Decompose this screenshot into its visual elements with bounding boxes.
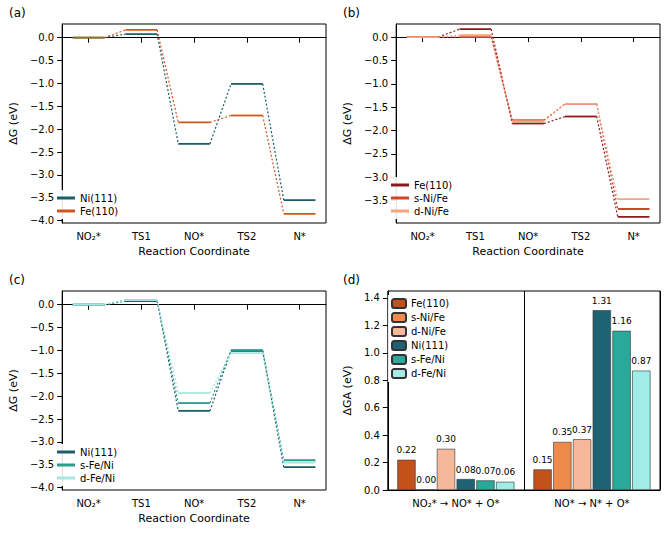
svg-text:N*: N* xyxy=(293,498,305,509)
svg-text:0.0: 0.0 xyxy=(38,299,54,310)
svg-text:TS2: TS2 xyxy=(570,231,590,242)
svg-text:−2.0: −2.0 xyxy=(30,124,54,135)
svg-text:0.0: 0.0 xyxy=(372,32,388,43)
svg-text:s-Ni/Fe: s-Ni/Fe xyxy=(414,193,448,204)
svg-text:TS2: TS2 xyxy=(236,498,256,509)
svg-text:0.07: 0.07 xyxy=(475,466,495,476)
svg-text:−1.5: −1.5 xyxy=(30,101,54,112)
svg-text:TS1: TS1 xyxy=(131,231,151,242)
svg-text:NO₂* → NO* + O*: NO₂* → NO* + O* xyxy=(412,498,499,509)
svg-text:0.30: 0.30 xyxy=(436,434,456,444)
svg-text:−3.5: −3.5 xyxy=(30,192,54,203)
svg-text:0.35: 0.35 xyxy=(552,427,572,437)
svg-text:s-Fe/Ni: s-Fe/Ni xyxy=(411,354,445,365)
svg-text:0.6: 0.6 xyxy=(364,402,380,413)
svg-text:TS1: TS1 xyxy=(131,498,151,509)
svg-text:0.37: 0.37 xyxy=(572,425,592,435)
svg-text:Reaction Coordinate: Reaction Coordinate xyxy=(138,512,250,525)
svg-text:−2.5: −2.5 xyxy=(30,147,54,158)
svg-text:−2.5: −2.5 xyxy=(364,148,388,159)
svg-text:−1.0: −1.0 xyxy=(364,78,388,89)
svg-text:−0.5: −0.5 xyxy=(30,322,54,333)
svg-text:ΔGA (eV): ΔGA (eV) xyxy=(341,366,354,416)
svg-text:1.0: 1.0 xyxy=(364,347,380,358)
svg-text:NO*: NO* xyxy=(518,231,538,242)
svg-text:d-Fe/Ni: d-Fe/Ni xyxy=(80,473,115,484)
svg-text:NO₂*: NO₂* xyxy=(76,231,100,242)
svg-text:(b): (b) xyxy=(343,6,360,20)
svg-text:−3.0: −3.0 xyxy=(30,436,54,447)
svg-text:Ni(111): Ni(111) xyxy=(80,447,117,458)
svg-text:ΔG (eV): ΔG (eV) xyxy=(7,102,20,144)
svg-text:(d): (d) xyxy=(343,273,360,287)
svg-text:1.2: 1.2 xyxy=(364,320,380,331)
svg-text:−3.0: −3.0 xyxy=(30,169,54,180)
svg-text:Ni(111): Ni(111) xyxy=(411,340,448,351)
svg-text:TS2: TS2 xyxy=(236,231,256,242)
svg-text:Reaction Coordinate: Reaction Coordinate xyxy=(472,245,584,258)
svg-text:−1.5: −1.5 xyxy=(364,102,388,113)
svg-text:−2.0: −2.0 xyxy=(364,125,388,136)
svg-text:−1.0: −1.0 xyxy=(30,345,54,356)
svg-text:ΔG (eV): ΔG (eV) xyxy=(341,102,354,144)
svg-text:−0.5: −0.5 xyxy=(30,55,54,66)
svg-text:N*: N* xyxy=(627,231,639,242)
svg-text:0.08: 0.08 xyxy=(456,465,476,475)
svg-text:1.31: 1.31 xyxy=(592,296,612,306)
svg-text:0.22: 0.22 xyxy=(396,445,416,455)
svg-text:−1.5: −1.5 xyxy=(30,368,54,379)
svg-text:0.2: 0.2 xyxy=(364,457,380,468)
svg-text:Ni(111): Ni(111) xyxy=(80,193,117,204)
svg-text:−0.5: −0.5 xyxy=(364,55,388,66)
svg-text:NO* → N* + O*: NO* → N* + O* xyxy=(554,498,629,509)
svg-text:N*: N* xyxy=(293,231,305,242)
svg-text:Fe(110): Fe(110) xyxy=(414,180,452,191)
svg-text:NO*: NO* xyxy=(184,498,204,509)
svg-text:−4.0: −4.0 xyxy=(30,482,54,493)
svg-text:Reaction Coordinate: Reaction Coordinate xyxy=(138,245,250,258)
svg-text:0.15: 0.15 xyxy=(533,455,553,465)
svg-text:0.87: 0.87 xyxy=(631,356,651,366)
svg-text:Fe(110): Fe(110) xyxy=(411,298,449,309)
svg-text:0.00: 0.00 xyxy=(416,475,436,485)
svg-text:−3.0: −3.0 xyxy=(364,172,388,183)
svg-text:s-Fe/Ni: s-Fe/Ni xyxy=(80,460,114,471)
svg-text:Fe(110): Fe(110) xyxy=(80,206,118,217)
svg-text:d-Ni/Fe: d-Ni/Fe xyxy=(414,206,449,217)
svg-text:NO₂*: NO₂* xyxy=(76,498,100,509)
svg-text:−4.0: −4.0 xyxy=(30,215,54,226)
svg-text:−3.5: −3.5 xyxy=(30,459,54,470)
svg-text:0.0: 0.0 xyxy=(364,485,380,496)
svg-text:ΔG (eV): ΔG (eV) xyxy=(7,369,20,411)
svg-text:1.4: 1.4 xyxy=(364,292,380,303)
svg-text:1.16: 1.16 xyxy=(612,316,632,326)
svg-text:−1.0: −1.0 xyxy=(30,78,54,89)
svg-text:d-Fe/Ni: d-Fe/Ni xyxy=(411,368,446,379)
svg-text:NO₂*: NO₂* xyxy=(410,231,434,242)
svg-text:−3.5: −3.5 xyxy=(364,195,388,206)
svg-text:(c): (c) xyxy=(9,273,25,287)
svg-text:0.4: 0.4 xyxy=(364,430,380,441)
svg-text:d-Ni/Fe: d-Ni/Fe xyxy=(411,326,446,337)
svg-text:NO*: NO* xyxy=(184,231,204,242)
svg-text:s-Ni/Fe: s-Ni/Fe xyxy=(411,312,445,323)
svg-text:−2.5: −2.5 xyxy=(30,414,54,425)
svg-text:−2.0: −2.0 xyxy=(30,391,54,402)
svg-text:0.0: 0.0 xyxy=(38,32,54,43)
svg-text:0.8: 0.8 xyxy=(364,375,380,386)
svg-text:(a): (a) xyxy=(9,6,26,20)
svg-text:TS1: TS1 xyxy=(465,231,485,242)
svg-text:0.06: 0.06 xyxy=(495,467,515,477)
